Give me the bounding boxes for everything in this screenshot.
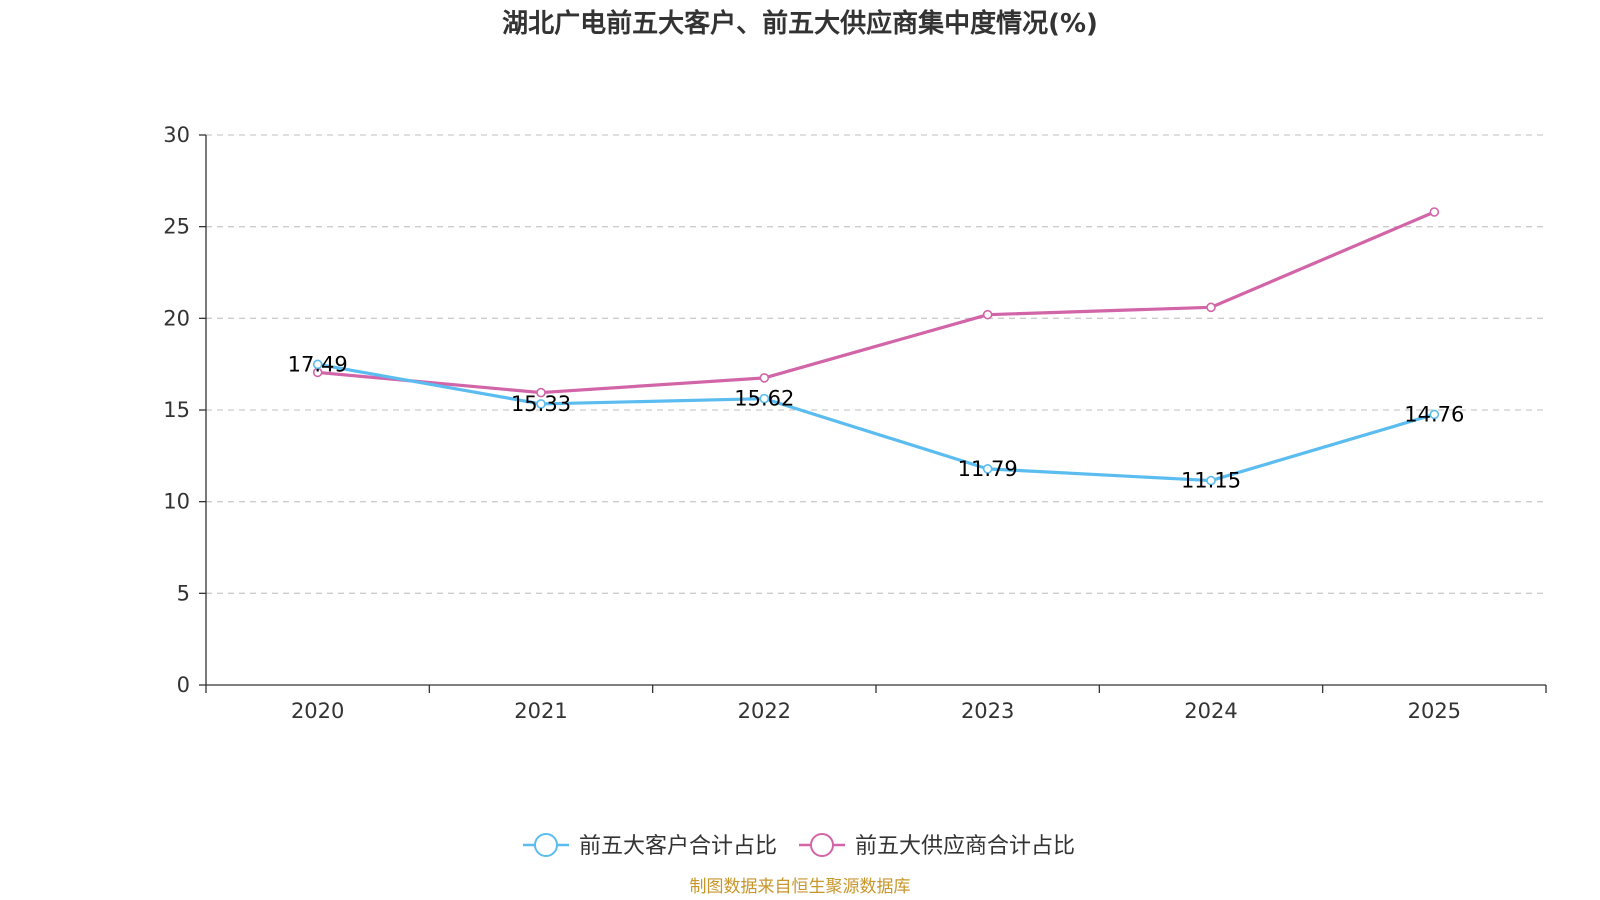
data-label: 14.76 xyxy=(1404,402,1464,426)
data-point[interactable] xyxy=(982,309,993,320)
x-tick-label: 2022 xyxy=(738,699,791,723)
data-point[interactable] xyxy=(759,373,770,383)
gridlines xyxy=(206,134,1546,594)
data-label: 11.79 xyxy=(958,457,1018,481)
x-tick-label: 2024 xyxy=(1184,699,1237,723)
data-point[interactable] xyxy=(759,393,770,404)
series-line-1 xyxy=(317,362,1435,483)
data-label: 15.33 xyxy=(511,392,571,416)
y-tick-label: 25 xyxy=(163,215,190,239)
data-point[interactable] xyxy=(1429,409,1440,420)
legend-label: 前五大供应商合计占比 xyxy=(855,834,1075,859)
legend-marker xyxy=(810,833,834,857)
data-point[interactable] xyxy=(536,387,546,398)
legend[interactable]: 前五大客户合计占比 前五大供应商合计占比 xyxy=(523,833,1075,859)
chart-title: 湖北广电前五大客户、前五大供应商集中度情况(%) xyxy=(502,8,1098,39)
y-tick-label: 20 xyxy=(163,306,190,330)
y-tick-label: 30 xyxy=(163,123,190,147)
series-line-2 xyxy=(317,210,1435,395)
data-point[interactable] xyxy=(1429,207,1440,217)
data-label: 17.49 xyxy=(288,352,348,376)
legend-marker xyxy=(534,833,558,857)
data-point[interactable] xyxy=(312,359,323,370)
series-group xyxy=(312,207,1440,486)
legend-item-2[interactable]: 前五大供应商合计占比 xyxy=(799,833,1075,859)
x-tick-label: 2021 xyxy=(514,699,567,723)
legend-item-1[interactable]: 前五大客户合计占比 xyxy=(523,833,777,859)
x-tick-label: 2020 xyxy=(291,699,344,723)
data-point[interactable] xyxy=(536,399,546,409)
y-tick-label: 0 xyxy=(177,673,190,697)
source-note: 制图数据来自恒生聚源数据库 xyxy=(690,877,911,897)
y-tick-label: 5 xyxy=(177,581,190,605)
data-point[interactable] xyxy=(1206,302,1216,313)
legend-label: 前五大客户合计占比 xyxy=(579,834,777,859)
data-point[interactable] xyxy=(982,464,993,474)
x-tick-label: 2025 xyxy=(1408,699,1461,723)
y-tick-label: 15 xyxy=(163,398,190,422)
x-tick-label: 2023 xyxy=(961,699,1014,723)
data-labels: 17.49 15.33 15.62 11.79 11.15 14.76 xyxy=(288,352,1465,492)
y-tick-label: 10 xyxy=(163,490,190,514)
data-point[interactable] xyxy=(1206,475,1216,486)
data-label: 11.15 xyxy=(1181,469,1241,493)
data-label: 15.62 xyxy=(734,387,794,411)
